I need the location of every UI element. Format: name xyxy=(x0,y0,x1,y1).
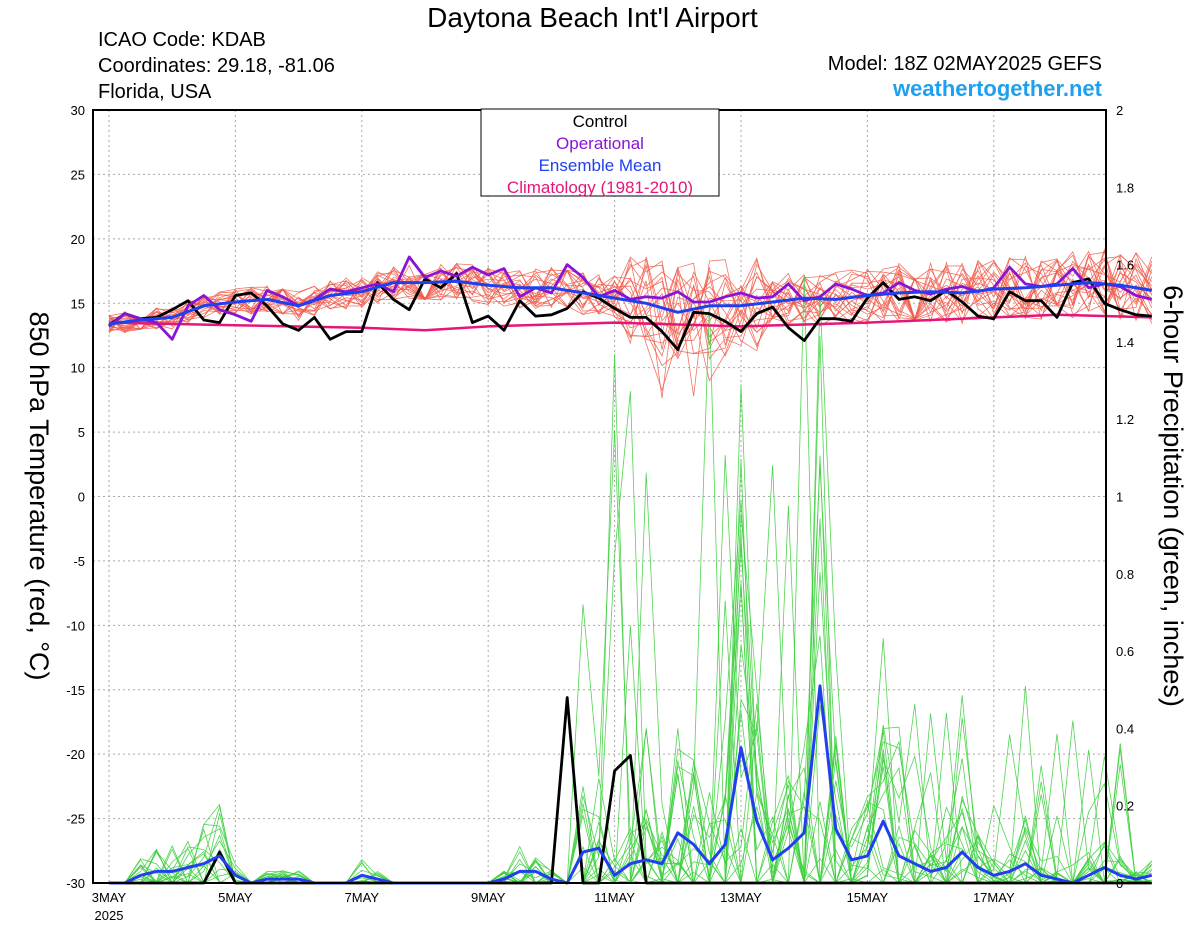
precip-member-line xyxy=(109,354,1152,885)
mean-precip-line xyxy=(109,684,1153,885)
precip-member-line xyxy=(109,455,1153,885)
y2-tick-label: 0.2 xyxy=(1116,799,1134,814)
y2-tick-label: 1.4 xyxy=(1116,335,1134,350)
x-tick-label: 5MAY xyxy=(218,890,253,905)
mean-temp-line xyxy=(108,279,1153,326)
y2-tick-label: 0.8 xyxy=(1116,567,1134,582)
precip-member-line xyxy=(109,302,1152,885)
legend-box xyxy=(480,108,720,197)
icao-code: ICAO Code: KDAB xyxy=(98,29,266,51)
temp-member-line xyxy=(108,252,1153,343)
y-tick-label: -30 xyxy=(66,876,85,891)
model-run: Model: 18Z 02MAY2025 GEFS xyxy=(827,53,1102,75)
legend-item: Climatology (1981-2010) xyxy=(507,178,693,197)
precip-member-line xyxy=(109,711,1152,884)
y2-axis-title: 6-hour Precipitation (green, inches) xyxy=(1158,285,1188,707)
x-tick-year: 2025 xyxy=(95,908,124,923)
temp-member-line xyxy=(108,252,1153,347)
legend-item: Operational xyxy=(556,134,644,153)
legend: Control Operational Ensemble Mean Climatolo… xyxy=(480,108,720,197)
y-tick-label: 10 xyxy=(71,361,85,376)
x-tick-label: 11MAY xyxy=(594,890,635,905)
x-tick-label: 17MAY xyxy=(973,890,1015,905)
main-series xyxy=(108,255,1153,885)
y2-tick-label: 1 xyxy=(1116,490,1123,505)
site-link[interactable]: weathertogether.net xyxy=(892,76,1102,101)
y2-tick-label: 1.6 xyxy=(1116,258,1134,273)
station-info: ICAO Code: KDAB Coordinates: 29.18, -81.… xyxy=(98,27,335,105)
y-tick-label: -20 xyxy=(66,747,85,762)
y-tick-label: 5 xyxy=(78,425,85,440)
control-temp-line xyxy=(108,272,1152,352)
precip-member-line xyxy=(109,464,1153,885)
x-tick-label: 7MAY xyxy=(345,890,380,905)
x-tick-label: 13MAY xyxy=(720,890,762,905)
y2-tick-label: 0.4 xyxy=(1116,721,1134,736)
y2-tick-label: 1.8 xyxy=(1116,180,1134,195)
location: Florida, USA xyxy=(98,81,212,103)
precip-member-line xyxy=(109,384,1152,884)
y-tick-label: -15 xyxy=(66,683,85,698)
y2-tick-label: 2 xyxy=(1116,103,1123,118)
y-tick-label: -25 xyxy=(66,812,85,827)
coordinates: Coordinates: 29.18, -81.06 xyxy=(98,55,335,77)
y2-tick-label: 1.2 xyxy=(1116,412,1134,427)
y-axis-title: 850 hPa Temperature (red, °C) xyxy=(24,312,54,681)
x-tick-label: 9MAY xyxy=(471,890,506,905)
y-tick-label: 25 xyxy=(71,167,85,182)
legend-item: Ensemble Mean xyxy=(539,156,662,175)
precip-member-line xyxy=(109,295,1153,884)
y-tick-label: -5 xyxy=(73,554,85,569)
precip-member-line xyxy=(109,335,1152,884)
precip-member-line xyxy=(109,499,1153,884)
x-tick-label: 3MAY xyxy=(92,890,127,905)
x-tick-label: 15MAY xyxy=(847,890,889,905)
y2-tick-label: 0 xyxy=(1116,876,1123,891)
y-tick-label: 0 xyxy=(78,490,85,505)
precip-member-line xyxy=(109,430,1153,885)
precip-member-line xyxy=(109,458,1153,885)
temp-member-line xyxy=(108,248,1153,360)
axis-ticks: 302520151050-5-10-15-20-25-3021.81.61.41… xyxy=(66,103,1134,923)
ensemble-members xyxy=(108,248,1153,885)
y-tick-label: -10 xyxy=(66,618,85,633)
y-tick-label: 15 xyxy=(71,296,85,311)
legend-item: Control xyxy=(573,112,628,131)
precip-member-line xyxy=(109,274,1153,885)
precip-member-line xyxy=(109,505,1152,884)
precip-member-line xyxy=(109,455,1152,885)
y2-tick-label: 0.6 xyxy=(1116,644,1134,659)
chart-title: Daytona Beach Int'l Airport xyxy=(427,2,758,33)
precip-member-line xyxy=(109,472,1152,885)
y-tick-label: 20 xyxy=(71,232,85,247)
y-tick-label: 30 xyxy=(71,103,85,118)
